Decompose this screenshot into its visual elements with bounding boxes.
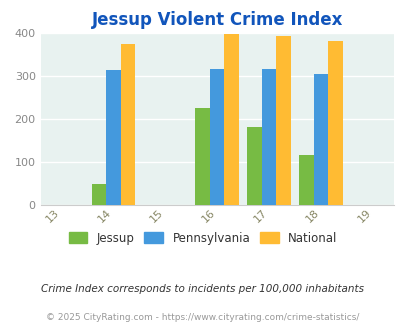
Bar xyxy=(106,70,120,205)
Bar xyxy=(247,126,261,205)
Bar xyxy=(313,74,328,205)
Bar xyxy=(224,34,239,205)
Bar xyxy=(195,108,209,205)
Bar xyxy=(276,36,290,205)
Text: © 2025 CityRating.com - https://www.cityrating.com/crime-statistics/: © 2025 CityRating.com - https://www.city… xyxy=(46,313,359,322)
Legend: Jessup, Pennsylvania, National: Jessup, Pennsylvania, National xyxy=(64,227,341,249)
Bar xyxy=(120,44,135,205)
Bar xyxy=(261,70,276,205)
Title: Jessup Violent Crime Index: Jessup Violent Crime Index xyxy=(91,11,342,29)
Bar xyxy=(328,41,342,205)
Bar xyxy=(91,184,106,205)
Text: Crime Index corresponds to incidents per 100,000 inhabitants: Crime Index corresponds to incidents per… xyxy=(41,284,364,294)
Bar xyxy=(209,69,224,205)
Bar xyxy=(298,155,313,205)
